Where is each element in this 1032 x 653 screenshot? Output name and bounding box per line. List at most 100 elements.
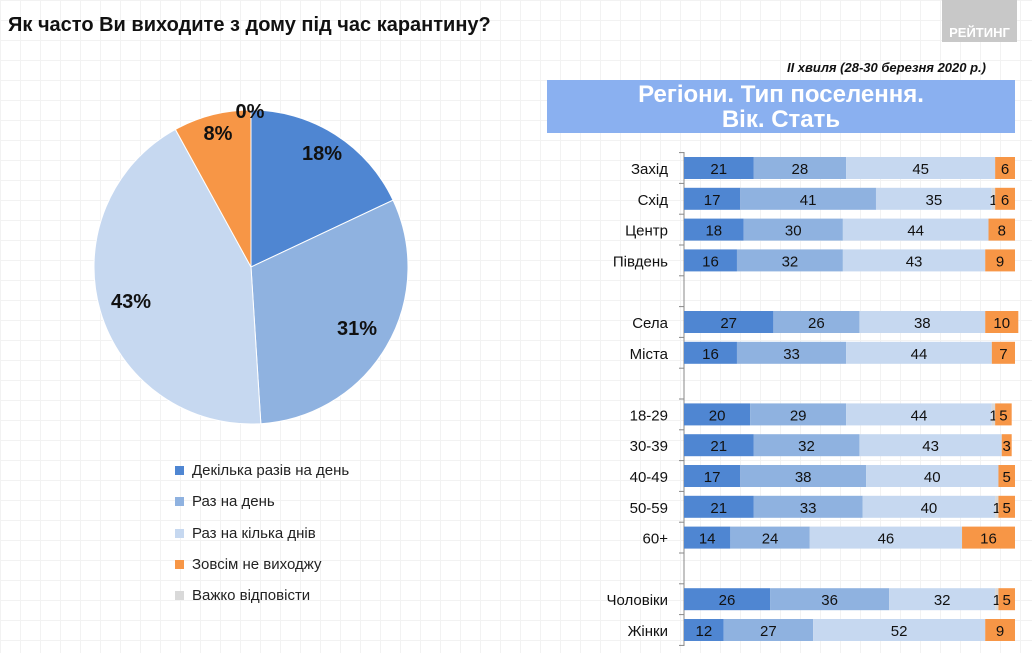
wave-subtitle: II хвиля (28-30 березня 2020 р.) [786, 60, 986, 75]
bar-segment [684, 434, 754, 457]
bar-segment [684, 403, 751, 426]
bar-segment [753, 434, 860, 457]
bar-segment [862, 495, 996, 518]
bar-data-label: 44 [911, 407, 928, 424]
bar-segment [736, 249, 843, 272]
bar-data-label: 16 [980, 531, 997, 548]
bar-segment [684, 619, 724, 641]
legend-swatch [175, 591, 184, 601]
bar-segment [842, 249, 986, 272]
bar-segment [753, 495, 863, 518]
bar-data-label: 1 [993, 592, 1001, 609]
bar-segment [753, 157, 847, 179]
legend-swatch [175, 559, 184, 569]
pie-data-label: 18% [302, 143, 342, 165]
bar-data-label: 1 [989, 407, 997, 424]
bar-segment [985, 619, 1015, 641]
bar-data-label: 43 [922, 438, 939, 455]
bar-data-label: 18 [705, 223, 722, 240]
legend-item: Зовсім не виходжу [175, 556, 321, 573]
legend-item: Декілька разів на день [175, 462, 349, 479]
bar-data-label: 16 [702, 346, 719, 363]
legend-label: Зовсім не виходжу [192, 555, 322, 573]
bar-data-label: 21 [710, 500, 727, 517]
bar-data-label: 32 [934, 592, 951, 609]
bar-data-label: 9 [996, 253, 1004, 270]
category-label: 40-49 [630, 469, 668, 486]
banner-line-1: Регіони. Тип поселення. [638, 81, 924, 108]
pie-slice [250, 109, 394, 268]
pie-data-label: 31% [337, 318, 377, 340]
bar-data-label: 33 [783, 346, 800, 363]
legend-swatch [175, 497, 184, 507]
bar-data-label: 26 [808, 315, 825, 332]
bar-segment [684, 465, 741, 487]
bar-data-label: 6 [1001, 161, 1009, 178]
bar-segment [740, 465, 867, 487]
bar-data-label: 16 [702, 253, 719, 270]
legend-swatch [175, 528, 184, 538]
bar-segment [846, 157, 996, 179]
category-label: 50-59 [630, 500, 668, 517]
bar-segment [998, 495, 1015, 518]
bar-segment [684, 495, 754, 518]
bar-data-label: 33 [800, 500, 817, 517]
bar-data-label: 46 [878, 531, 895, 548]
bar-segment [842, 218, 989, 241]
bar-segment [846, 403, 992, 426]
bar-segment [995, 588, 999, 611]
bar-data-label: 8 [998, 223, 1006, 240]
legend-item: Важко відповісти [175, 587, 310, 604]
bar-data-label: 36 [821, 592, 838, 609]
bar-segment [985, 249, 1015, 272]
bar-segment [736, 341, 847, 364]
bar-data-label: 9 [996, 623, 1004, 640]
bar-data-label: 38 [914, 315, 931, 332]
bar-data-label: 40 [921, 500, 938, 517]
bar-segment [995, 157, 1015, 179]
category-label: 30-39 [630, 438, 668, 455]
pie-data-label: 43% [111, 291, 151, 313]
section-banner: Регіони. Тип поселення. Вік. Стать [547, 80, 1015, 133]
bar-segment [859, 434, 1002, 457]
bar-data-label: 29 [790, 407, 807, 424]
category-label: 60+ [643, 531, 669, 548]
bar-segment [998, 588, 1015, 611]
bar-data-label: 20 [709, 407, 726, 424]
bar-data-label: 35 [926, 192, 943, 209]
bar-data-label: 32 [798, 438, 815, 455]
bar-segment [684, 249, 737, 272]
bar-data-label: 6 [1001, 192, 1009, 209]
bar-segment [866, 465, 999, 487]
bar-data-label: 21 [710, 438, 727, 455]
bar-segment [743, 218, 843, 241]
bar-data-label: 27 [720, 315, 737, 332]
bar-data-label: 26 [719, 592, 736, 609]
category-label: 18-29 [630, 407, 668, 424]
bar-data-label: 3 [1003, 438, 1011, 455]
bar-data-label: 17 [704, 192, 721, 209]
legend-label: Важко відповісти [192, 587, 311, 605]
bar-data-label: 38 [795, 469, 812, 486]
bar-segment [988, 218, 1015, 241]
category-label: Центр [625, 223, 668, 240]
legend-item: Раз на кілька днів [175, 525, 316, 542]
bar-segment [991, 341, 1015, 364]
bar-data-label: 10 [993, 315, 1010, 332]
bar-segment [684, 157, 754, 179]
bar-data-label: 40 [924, 469, 941, 486]
legend-item: Раз на день [175, 493, 275, 510]
legend-label: Раз на день [192, 493, 275, 511]
pie-slice [250, 199, 409, 425]
bar-segment [684, 218, 744, 241]
bar-segment [995, 187, 1015, 210]
pie-data-label: 0% [236, 101, 265, 123]
bar-segment [1001, 434, 1012, 457]
pie-slice [93, 128, 262, 425]
bar-data-label: 27 [760, 623, 777, 640]
bar-data-label: 14 [699, 531, 716, 548]
bar-data-label: 28 [792, 161, 809, 178]
bar-segment [684, 341, 737, 364]
bar-data-label: 52 [891, 623, 908, 640]
